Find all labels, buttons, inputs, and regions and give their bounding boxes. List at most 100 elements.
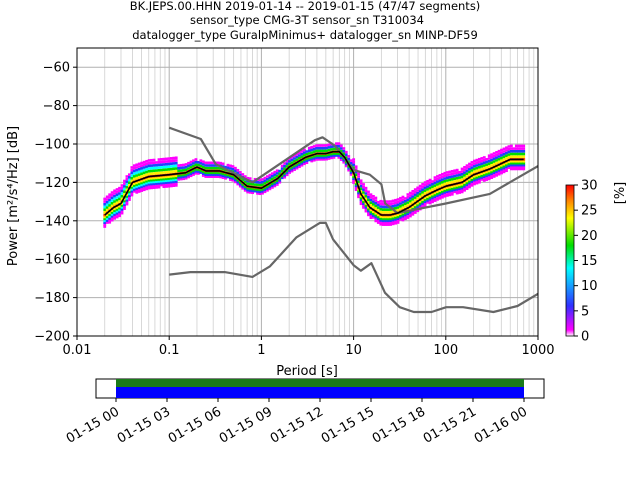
y-tick-label: −160 (34, 253, 70, 268)
density-cell (335, 154, 338, 157)
density-cell (428, 199, 432, 203)
density-cell (477, 160, 481, 164)
density-cell (487, 157, 491, 160)
density-cell (376, 209, 380, 212)
density-cell (302, 162, 306, 166)
density-cell (113, 197, 117, 201)
density-cell (169, 165, 173, 168)
density-cell (485, 157, 489, 161)
density-cell (155, 166, 158, 170)
density-cell (500, 151, 503, 154)
density-cell (455, 184, 459, 187)
density-cell (357, 172, 360, 176)
density-cell (130, 166, 134, 169)
density-cell (487, 177, 491, 181)
density-cell (362, 204, 365, 207)
density-cell (162, 181, 166, 185)
density-cell (381, 200, 385, 203)
density-cell (322, 149, 326, 153)
density-cell (369, 201, 373, 205)
density-cell (285, 162, 289, 165)
density-cell (137, 188, 141, 191)
density-cell (468, 170, 471, 174)
density-cell (288, 162, 291, 166)
density-cell (364, 207, 368, 211)
density-cell (347, 157, 351, 161)
density-cell (105, 221, 109, 224)
density-cell (512, 167, 516, 171)
density-cell (130, 188, 134, 191)
colorbar-tick-label: 0 (581, 330, 589, 345)
density-cell (221, 165, 225, 168)
density-cell (184, 168, 188, 172)
density-cell (137, 170, 141, 174)
density-cell (458, 183, 462, 187)
density-cell (113, 215, 117, 218)
density-cell (127, 196, 131, 200)
density-cell (201, 160, 205, 164)
density-cell (376, 215, 380, 219)
density-cell (413, 198, 417, 202)
density-cell (473, 170, 476, 174)
density-cell (214, 171, 218, 175)
density-cell (317, 154, 321, 157)
density-cell (266, 185, 269, 188)
density-cell (450, 189, 454, 192)
density-cell (293, 157, 296, 160)
density-cell (258, 178, 262, 182)
density-cell (514, 165, 518, 169)
density-cell (436, 180, 439, 184)
density-cell (428, 201, 432, 205)
density-cell (327, 157, 331, 160)
density-cell (376, 221, 380, 224)
density-cell (164, 179, 168, 183)
density-cell (384, 221, 388, 225)
coverage-tick-label: 01-15 00 (64, 404, 122, 446)
density-cell (275, 183, 279, 186)
density-cell (463, 183, 466, 186)
x-tick-label: 1 (257, 343, 265, 358)
density-cell (214, 164, 218, 167)
density-cell (490, 170, 494, 174)
density-cell (145, 165, 149, 168)
density-cell (135, 187, 139, 190)
density-cell (369, 204, 373, 207)
density-cell (497, 170, 501, 174)
density-cell (475, 158, 479, 162)
density-cell (273, 180, 277, 184)
density-cell (206, 164, 210, 167)
density-cell (357, 193, 360, 197)
density-cell (162, 179, 166, 183)
density-cell (110, 213, 114, 216)
density-cell (174, 169, 178, 173)
density-cell (298, 154, 301, 157)
density-cell (263, 176, 267, 180)
density-cell (362, 200, 365, 204)
density-cell (325, 154, 328, 157)
density-cell (369, 210, 373, 214)
density-cell (468, 179, 471, 183)
density-cell (347, 168, 351, 172)
density-cell (298, 161, 301, 165)
density-cell (440, 188, 444, 191)
density-cell (455, 188, 459, 191)
density-cell (172, 180, 176, 184)
density-cell (386, 211, 390, 214)
density-cell (293, 164, 296, 168)
density-cell (243, 189, 247, 192)
density-cell (436, 177, 439, 181)
density-cell (473, 180, 476, 184)
density-cell (123, 199, 126, 203)
density-cell (162, 183, 166, 187)
density-cell (160, 171, 163, 175)
density-cell (201, 174, 205, 177)
density-cell (482, 166, 486, 170)
density-cell (123, 203, 126, 207)
density-cell (157, 160, 161, 164)
density-cell (105, 217, 109, 220)
density-cell (162, 165, 166, 169)
density-cell (445, 179, 449, 182)
density-cell (465, 185, 469, 189)
density-cell (103, 225, 107, 228)
density-cell (241, 186, 245, 190)
